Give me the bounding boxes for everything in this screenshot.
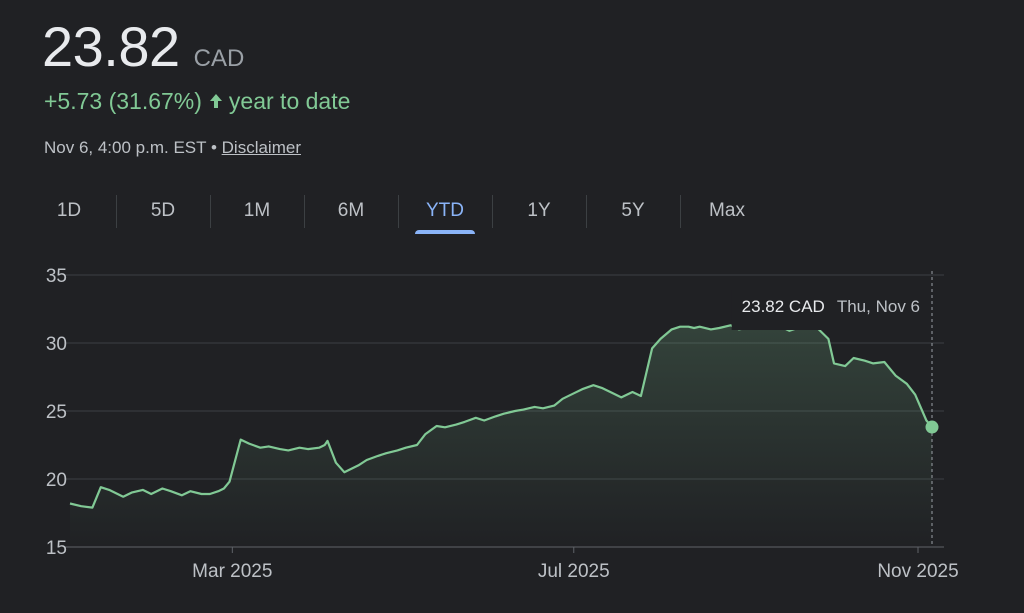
y-axis: 15 20 25 30 35 [46, 266, 67, 559]
quote-meta: Nov 6, 4:00 p.m. EST • Disclaimer [44, 138, 301, 158]
y-tick-label: 35 [46, 266, 67, 287]
tab-1y[interactable]: 1Y [492, 192, 586, 230]
x-tick-label: Nov 2025 [877, 561, 958, 582]
meta-separator: • [210, 138, 217, 157]
tab-max[interactable]: Max [680, 192, 774, 230]
tab-6m[interactable]: 6M [304, 192, 398, 230]
hover-tooltip: 23.82 CAD Thu, Nov 6 [731, 290, 932, 330]
tab-5d[interactable]: 5D [116, 192, 210, 230]
disclaimer-link[interactable]: Disclaimer [221, 138, 301, 157]
arrow-up-icon [209, 88, 223, 115]
tab-1m[interactable]: 1M [210, 192, 304, 230]
current-price: 23.82 [42, 15, 180, 78]
price-line [69, 324, 933, 509]
tooltip-background [731, 290, 932, 330]
tab-1d[interactable]: 1D [56, 200, 82, 221]
y-tick-label: 15 [46, 538, 67, 559]
price-chart[interactable]: 15 20 25 30 35 Mar 2025 Jul 2025 Nov 2025 23.8… [0, 250, 1024, 613]
price-change: +5.73 (31.67%) year to date [44, 88, 350, 115]
x-axis: Mar 2025 Jul 2025 Nov 2025 [192, 547, 959, 582]
range-tabs: 1D 5D 1M 6M YTD 1Y 5Y Max [22, 192, 774, 236]
price-header: 23.82 CAD [42, 14, 244, 79]
quote-timestamp: Nov 6, 4:00 p.m. EST [44, 138, 207, 157]
tab-ytd[interactable]: YTD [398, 192, 492, 234]
tooltip-value: 23.82 CAD [742, 297, 825, 316]
x-tick-label: Jul 2025 [538, 561, 610, 582]
currency-label: CAD [193, 45, 245, 72]
price-area [70, 325, 932, 547]
y-tick-label: 20 [46, 470, 67, 491]
y-tick-label: 25 [46, 402, 67, 423]
y-tick-label: 30 [46, 334, 67, 355]
last-price-dot [925, 420, 939, 434]
x-tick-label: Mar 2025 [192, 561, 272, 582]
tooltip-date: Thu, Nov 6 [837, 297, 920, 316]
change-value: +5.73 (31.67%) [44, 88, 202, 114]
change-period: year to date [228, 88, 351, 114]
tab-5y[interactable]: 5Y [586, 192, 680, 230]
